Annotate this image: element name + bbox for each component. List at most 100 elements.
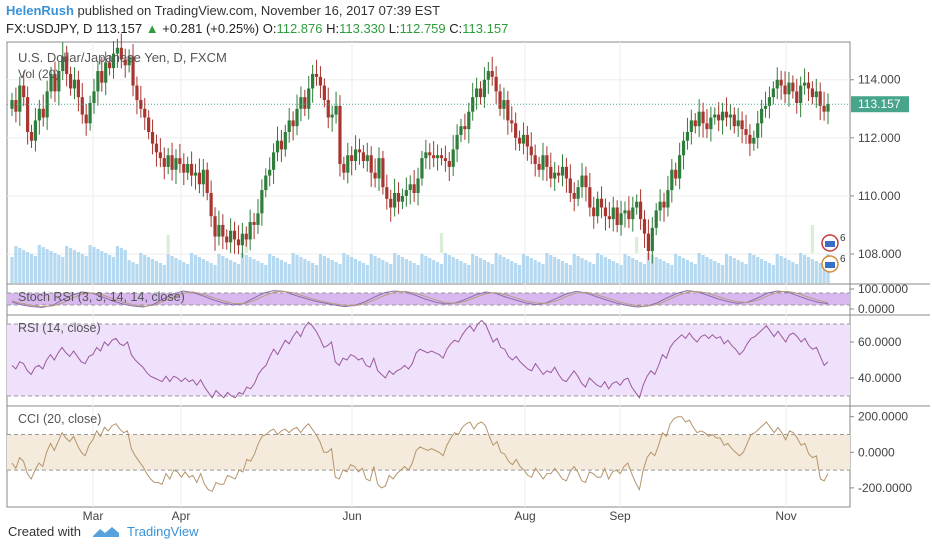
- x-tick-label: Mar: [83, 509, 104, 523]
- published-text: published on TradingView.com, November 1…: [77, 3, 441, 18]
- indicator-line: [11, 416, 829, 493]
- candle-body: [494, 76, 498, 92]
- candle: [603, 198, 608, 231]
- candle-body: [385, 187, 389, 199]
- candle-body: [615, 207, 619, 225]
- volume-bar: [654, 257, 658, 283]
- candle-body: [557, 172, 561, 176]
- volume-bar: [299, 257, 303, 283]
- tradingview-brand-link[interactable]: TradingView: [126, 524, 199, 539]
- volume-spike: [635, 237, 639, 253]
- candle-body: [572, 192, 576, 199]
- volume-bar: [158, 263, 162, 283]
- volume-bar: [596, 253, 600, 283]
- volume-bar: [775, 254, 779, 283]
- candle-body: [806, 82, 811, 89]
- candle: [314, 59, 319, 86]
- volume-bar: [498, 255, 502, 283]
- candle: [256, 199, 260, 234]
- volume-bar: [717, 263, 721, 283]
- volume-bar: [486, 262, 490, 283]
- candle: [607, 201, 611, 229]
- candle: [201, 159, 205, 197]
- candle: [615, 200, 619, 233]
- candle: [435, 144, 440, 171]
- candle: [814, 78, 818, 108]
- event-flag-icon: [825, 262, 835, 268]
- candle: [459, 118, 463, 143]
- candle: [186, 156, 190, 180]
- candle: [506, 91, 510, 135]
- candle: [264, 168, 268, 198]
- volume-bar: [322, 256, 326, 283]
- candle: [232, 221, 237, 254]
- candle: [756, 110, 760, 149]
- volume-bar: [400, 257, 405, 283]
- candle: [154, 134, 159, 167]
- candle-body: [225, 236, 229, 243]
- candle: [802, 68, 807, 95]
- candle: [740, 111, 744, 144]
- candle-body: [771, 88, 775, 98]
- candle-body: [791, 82, 795, 92]
- volume-bar: [346, 255, 350, 283]
- candle: [763, 91, 768, 118]
- volume-bar: [33, 256, 38, 283]
- volume-bar: [197, 257, 202, 283]
- candle-body: [186, 163, 190, 173]
- author-name[interactable]: HelenRush: [6, 3, 74, 18]
- volume-bar: [373, 256, 377, 283]
- candle: [560, 154, 565, 187]
- candle-body: [346, 155, 350, 173]
- candle-body: [467, 111, 471, 130]
- price-change: +0.281 (+0.25%): [162, 21, 260, 36]
- candle: [787, 71, 791, 107]
- candle-body: [260, 190, 264, 214]
- candle-body: [787, 82, 791, 95]
- volume-bar: [186, 264, 190, 283]
- volume-bar: [720, 265, 725, 283]
- candle-body: [252, 222, 256, 225]
- volume-bar: [787, 260, 791, 283]
- candle-body: [658, 201, 662, 211]
- candle-body: [65, 56, 69, 74]
- candle-body: [459, 126, 463, 135]
- last-price-badge: [851, 96, 909, 113]
- volume-bar: [408, 261, 412, 283]
- candle-body: [510, 120, 514, 124]
- candle: [26, 86, 30, 145]
- volume-bar: [592, 264, 596, 283]
- volume-bar: [369, 254, 373, 283]
- candle: [580, 163, 584, 198]
- up-arrow-icon: ▲: [145, 21, 159, 36]
- candle: [84, 103, 88, 136]
- candle-body: [408, 184, 412, 191]
- candle-body: [756, 123, 760, 138]
- candle-body: [775, 79, 779, 89]
- candle: [174, 149, 178, 184]
- volume-bar: [193, 255, 198, 283]
- candle: [236, 225, 241, 255]
- candle: [490, 56, 494, 86]
- candle: [404, 177, 408, 207]
- volume-bar: [162, 265, 166, 283]
- candle: [420, 150, 424, 186]
- candle: [385, 174, 389, 210]
- candle: [408, 175, 412, 205]
- volume-bar: [166, 254, 170, 283]
- indicator-tick-label: 0.0000: [858, 302, 895, 316]
- candle-body: [271, 152, 276, 170]
- candle: [475, 77, 479, 110]
- candle-body: [502, 100, 506, 109]
- candle: [158, 138, 162, 168]
- volume-bar: [619, 265, 623, 283]
- volume-pane-title: Vol (20): [18, 67, 59, 81]
- candle: [525, 125, 529, 161]
- candle: [760, 99, 764, 138]
- candle: [244, 226, 248, 247]
- candle: [307, 75, 311, 120]
- indicator-tick-label: -200.0000: [858, 481, 912, 495]
- candle: [299, 86, 303, 122]
- candle-body: [268, 169, 272, 176]
